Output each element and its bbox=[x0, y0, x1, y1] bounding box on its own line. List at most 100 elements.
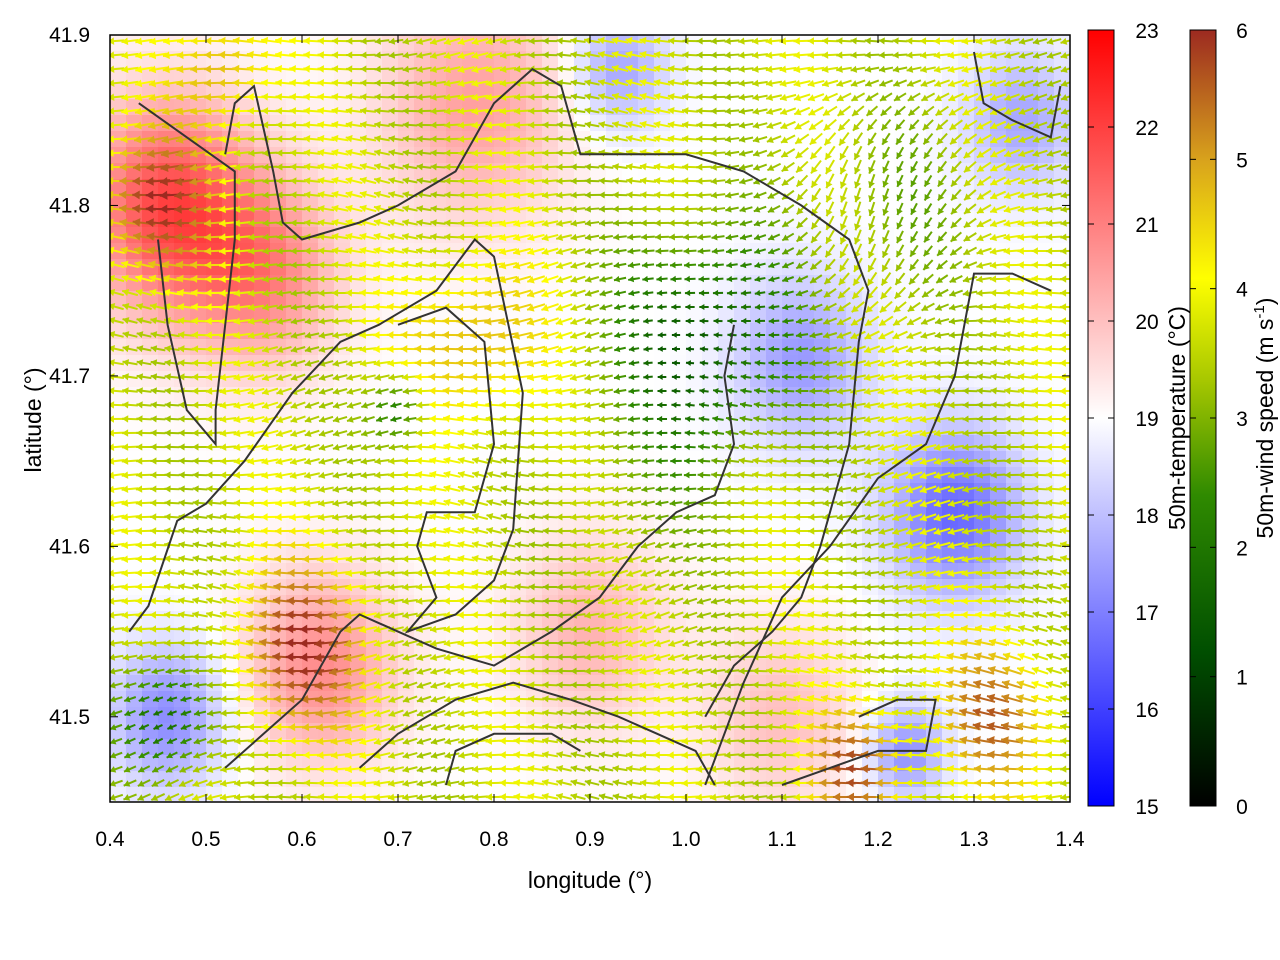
temperature-cell bbox=[542, 563, 559, 580]
temperature-cell bbox=[894, 227, 911, 244]
temperature-cell bbox=[286, 179, 303, 196]
temperature-cell bbox=[734, 115, 751, 132]
temperature-cell bbox=[158, 371, 175, 388]
temperature-cell bbox=[494, 67, 511, 84]
temperature-cell bbox=[542, 99, 559, 116]
temperature-cell bbox=[670, 483, 687, 500]
temperature-cell bbox=[270, 35, 287, 52]
temperature-cell bbox=[398, 403, 415, 420]
temperature-cell bbox=[382, 547, 399, 564]
temperature-cell bbox=[158, 483, 175, 500]
temperature-cell bbox=[766, 771, 783, 788]
temperature-cell bbox=[158, 627, 175, 644]
temperature-cell bbox=[750, 563, 767, 580]
temperature-cell bbox=[286, 339, 303, 356]
temperature-cell bbox=[1054, 323, 1070, 340]
temperature-cell bbox=[270, 531, 287, 548]
temperature-cell bbox=[526, 371, 543, 388]
temperature-cell bbox=[462, 403, 479, 420]
temperature-cell bbox=[126, 563, 143, 580]
temperature-cell bbox=[942, 595, 959, 612]
temperature-cell bbox=[110, 595, 127, 612]
temperature-cell bbox=[526, 387, 543, 404]
temperature-cell bbox=[286, 195, 303, 212]
temperature-cell bbox=[126, 707, 143, 724]
temperature-cell bbox=[414, 563, 431, 580]
temperature-cell bbox=[1022, 547, 1039, 564]
temperature-cell bbox=[270, 211, 287, 228]
temperature-cell bbox=[286, 403, 303, 420]
temperature-cell bbox=[670, 339, 687, 356]
temperature-cell bbox=[318, 643, 335, 660]
temperature-cell bbox=[350, 419, 367, 436]
temperature-cell bbox=[766, 547, 783, 564]
temperature-cell bbox=[494, 595, 511, 612]
temperature-cell bbox=[942, 339, 959, 356]
temperature-cell bbox=[334, 115, 351, 132]
temperature-cell bbox=[942, 51, 959, 68]
temperature-cell bbox=[574, 67, 591, 84]
temperature-cell bbox=[126, 515, 143, 532]
temperature-cell bbox=[318, 147, 335, 164]
temperature-cell bbox=[254, 659, 271, 676]
temperature-cell bbox=[734, 323, 751, 340]
temperature-cell bbox=[270, 339, 287, 356]
temperature-cell bbox=[526, 659, 543, 676]
temperature-cell bbox=[382, 147, 399, 164]
temperature-cell bbox=[990, 435, 1007, 452]
temperature-cell bbox=[366, 339, 383, 356]
temperature-cell bbox=[718, 99, 735, 116]
temperature-cell bbox=[174, 595, 191, 612]
temperature-cell bbox=[830, 371, 847, 388]
temperature-cell bbox=[158, 195, 175, 212]
temperature-cell bbox=[142, 179, 159, 196]
temperature-cell bbox=[206, 563, 223, 580]
temperature-cell bbox=[350, 355, 367, 372]
temperature-cell bbox=[174, 627, 191, 644]
temperature-cell bbox=[126, 403, 143, 420]
temperature-cell bbox=[606, 675, 623, 692]
temperature-cell bbox=[654, 259, 671, 276]
temperature-cell bbox=[526, 739, 543, 756]
temperature-cell bbox=[542, 611, 559, 628]
temperature-cell bbox=[190, 291, 207, 308]
temperature-cell bbox=[942, 787, 959, 802]
temperature-cell bbox=[1054, 275, 1070, 292]
temperature-cell bbox=[462, 707, 479, 724]
temperature-cell bbox=[174, 227, 191, 244]
temperature-cell bbox=[766, 275, 783, 292]
temperature-cell bbox=[206, 659, 223, 676]
temperature-cell bbox=[286, 531, 303, 548]
temperature-cell bbox=[190, 51, 207, 68]
temperature-cell bbox=[126, 451, 143, 468]
temperature-cell bbox=[718, 483, 735, 500]
temperature-cell bbox=[494, 35, 511, 52]
temperature-cell bbox=[126, 595, 143, 612]
temperature-cell bbox=[318, 595, 335, 612]
temperature-cell bbox=[414, 179, 431, 196]
temperature-cell bbox=[494, 467, 511, 484]
temperature-cell bbox=[974, 771, 991, 788]
temperature-cell bbox=[606, 771, 623, 788]
temperature-cell bbox=[718, 115, 735, 132]
temperature-cell bbox=[558, 35, 575, 52]
temperature-cell bbox=[190, 323, 207, 340]
temperature-cell bbox=[446, 371, 463, 388]
temperature-cell bbox=[542, 115, 559, 132]
temperature-cell bbox=[174, 291, 191, 308]
temperature-cell bbox=[718, 595, 735, 612]
temperature-cell bbox=[542, 35, 559, 52]
temperature-cell bbox=[574, 707, 591, 724]
temperature-cell bbox=[110, 419, 127, 436]
temperature-cell bbox=[238, 259, 255, 276]
temperature-cell bbox=[446, 627, 463, 644]
temperature-cell bbox=[334, 227, 351, 244]
temperature-cell bbox=[878, 595, 895, 612]
temperature-cell bbox=[190, 643, 207, 660]
temperature-cell bbox=[1054, 339, 1070, 356]
temperature-cell bbox=[846, 771, 863, 788]
temperature-cell bbox=[558, 707, 575, 724]
temperature-cell bbox=[958, 371, 975, 388]
temperature-cell bbox=[382, 435, 399, 452]
temperature-cell bbox=[142, 35, 159, 52]
